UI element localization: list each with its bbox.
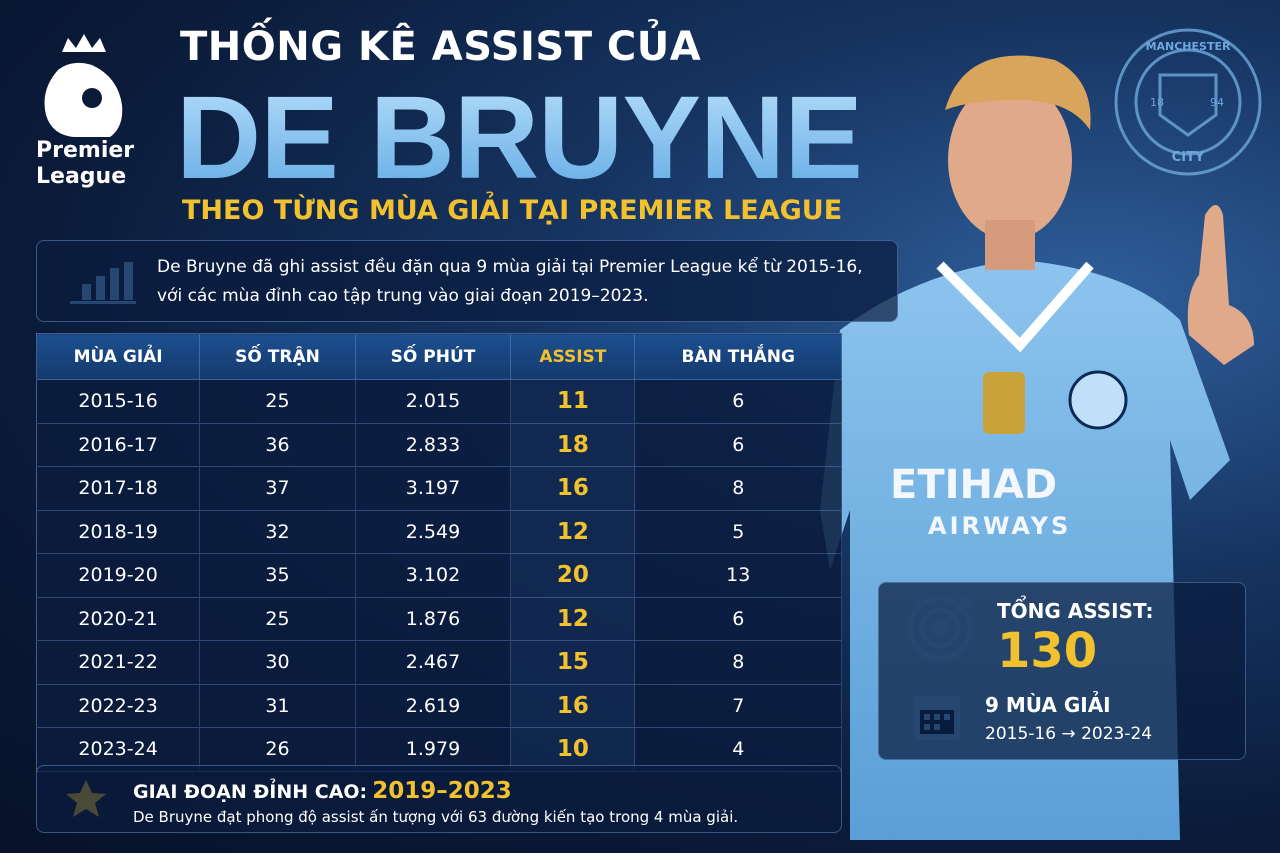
badge-bottom: CITY — [1171, 150, 1205, 165]
table-cell: 2022-23 — [36, 683, 201, 728]
column-header: BÀN THẮNG — [634, 333, 842, 380]
table-cell: 2015-16 — [36, 379, 201, 423]
highlight-label: GIAI ĐOẠN ĐỈNH CAO: — [133, 781, 368, 803]
table-cell: 10 — [510, 727, 636, 771]
table-cell: 11 — [510, 379, 636, 423]
season-range: 2015-16 → 2023-24 — [985, 724, 1153, 744]
table-cell: 26 — [199, 727, 356, 771]
jersey-sponsor: ETIHAD — [890, 462, 1058, 508]
column-header: MÙA GIẢI — [36, 333, 201, 380]
table-cell: 3.197 — [355, 466, 512, 510]
seasons: 9 MÙA GIẢI — [985, 693, 1111, 717]
table-cell: 2021-22 — [36, 640, 201, 684]
table-row: 2018-19 32 2.549 12 5 — [36, 509, 842, 554]
intro-line: với các mùa đỉnh cao tập trung vào giai … — [157, 286, 649, 306]
highlight-text: De Bruyne đạt phong độ assist ấn tượng v… — [133, 808, 739, 826]
logo-line: League — [36, 164, 127, 189]
highlight-period: 2019–2023 — [372, 778, 512, 804]
table-cell: 2.833 — [355, 422, 512, 467]
stats-table: MÙA GIẢI SỐ TRẬN SỐ PHÚT ASSIST BÀN THẮNG 20… — [36, 333, 842, 772]
table-cell: 13 — [634, 553, 842, 597]
table-cell: 16 — [510, 466, 636, 510]
subtitle: THEO TỪNG MÙA GIẢI TẠI PREMIER LEAGUE — [182, 195, 843, 226]
column-header: SỐ TRẬN — [199, 333, 356, 380]
table-cell: 31 — [199, 683, 356, 728]
table-body: 2015-16 25 2.015 11 6 2016-17 36 2.833 18 6 2017-1… — [36, 379, 842, 771]
table-cell: 2.467 — [355, 640, 512, 684]
table-cell: 8 — [634, 466, 842, 510]
column-header: ASSIST — [510, 333, 636, 380]
badge-year: 18 — [1150, 96, 1164, 109]
table-cell: 25 — [199, 379, 356, 423]
table-cell: 18 — [510, 422, 636, 467]
table-cell: 16 — [510, 683, 636, 728]
highlight-box: GIAI ĐOẠN ĐỈNH CAO: 2019–2023 De Bruyne … — [36, 765, 842, 833]
total-box: TỔNG ASSIST: 130 9 MÙA GIẢI 2015-16 → 20… — [878, 582, 1246, 760]
table-cell: 5 — [634, 509, 842, 554]
table-cell: 4 — [634, 727, 842, 771]
table-cell: 2017-18 — [36, 466, 201, 510]
total-value: 130 — [997, 623, 1098, 679]
city-badge — [1114, 28, 1262, 176]
table-cell: 20 — [510, 553, 636, 597]
total-label: TỔNG ASSIST: — [997, 599, 1154, 623]
title-top: THỐNG KÊ ASSIST CỦA — [180, 24, 702, 70]
logo-line: Premier — [36, 138, 135, 163]
table-cell: 30 — [199, 640, 356, 684]
table-row: 2020-21 25 1.876 12 6 — [36, 596, 842, 641]
table-row: 2019-20 35 3.102 20 13 — [36, 553, 842, 597]
table-row: 2021-22 30 2.467 15 8 — [36, 640, 842, 684]
table-row: 2023-24 26 1.979 10 4 — [36, 727, 842, 771]
column-header: SỐ PHÚT — [355, 333, 512, 380]
table-cell: 36 — [199, 422, 356, 467]
table-cell: 2016-17 — [36, 422, 201, 467]
table-row: 2017-18 37 3.197 16 8 — [36, 466, 842, 510]
pl-logo-text: Premier League — [36, 138, 134, 190]
table-cell: 8 — [634, 640, 842, 684]
table-cell: 2018-19 — [36, 509, 201, 554]
title-main: DE BRUYNE — [176, 72, 863, 204]
jersey-sponsor: AIRWAYS — [928, 512, 1072, 540]
table-cell: 7 — [634, 683, 842, 728]
badge-year: 94 — [1210, 96, 1224, 109]
table-cell: 2023-24 — [36, 727, 201, 771]
badge-top: MANCHESTER — [1145, 40, 1231, 53]
table-cell: 12 — [510, 596, 636, 641]
table-cell: 1.979 — [355, 727, 512, 771]
table-cell: 37 — [199, 466, 356, 510]
intro-line: De Bruyne đã ghi assist đều đặn qua 9 mù… — [157, 257, 863, 277]
table-cell: 25 — [199, 596, 356, 641]
table-cell: 6 — [634, 422, 842, 467]
table-cell: 2.015 — [355, 379, 512, 423]
table-row: 2015-16 25 2.015 11 6 — [36, 379, 842, 423]
table-cell: 6 — [634, 379, 842, 423]
pl-logo-icon — [44, 34, 123, 137]
table-cell: 3.102 — [355, 553, 512, 597]
table-cell: 2.619 — [355, 683, 512, 728]
table-cell: 2.549 — [355, 509, 512, 554]
table-row: 2022-23 31 2.619 16 7 — [36, 683, 842, 728]
table-cell: 35 — [199, 553, 356, 597]
table-cell: 6 — [634, 596, 842, 641]
table-cell: 12 — [510, 509, 636, 554]
table-cell: 1.876 — [355, 596, 512, 641]
intro-box: De Bruyne đã ghi assist đều đặn qua 9 mù… — [36, 240, 898, 322]
table-cell: 2020-21 — [36, 596, 201, 641]
table-cell: 2019-20 — [36, 553, 201, 597]
table-cell: 15 — [510, 640, 636, 684]
table-cell: 32 — [199, 509, 356, 554]
header-row: MÙA GIẢI SỐ TRẬN SỐ PHÚT ASSIST BÀN THẮNG — [36, 333, 842, 380]
table-row: 2016-17 36 2.833 18 6 — [36, 422, 842, 467]
